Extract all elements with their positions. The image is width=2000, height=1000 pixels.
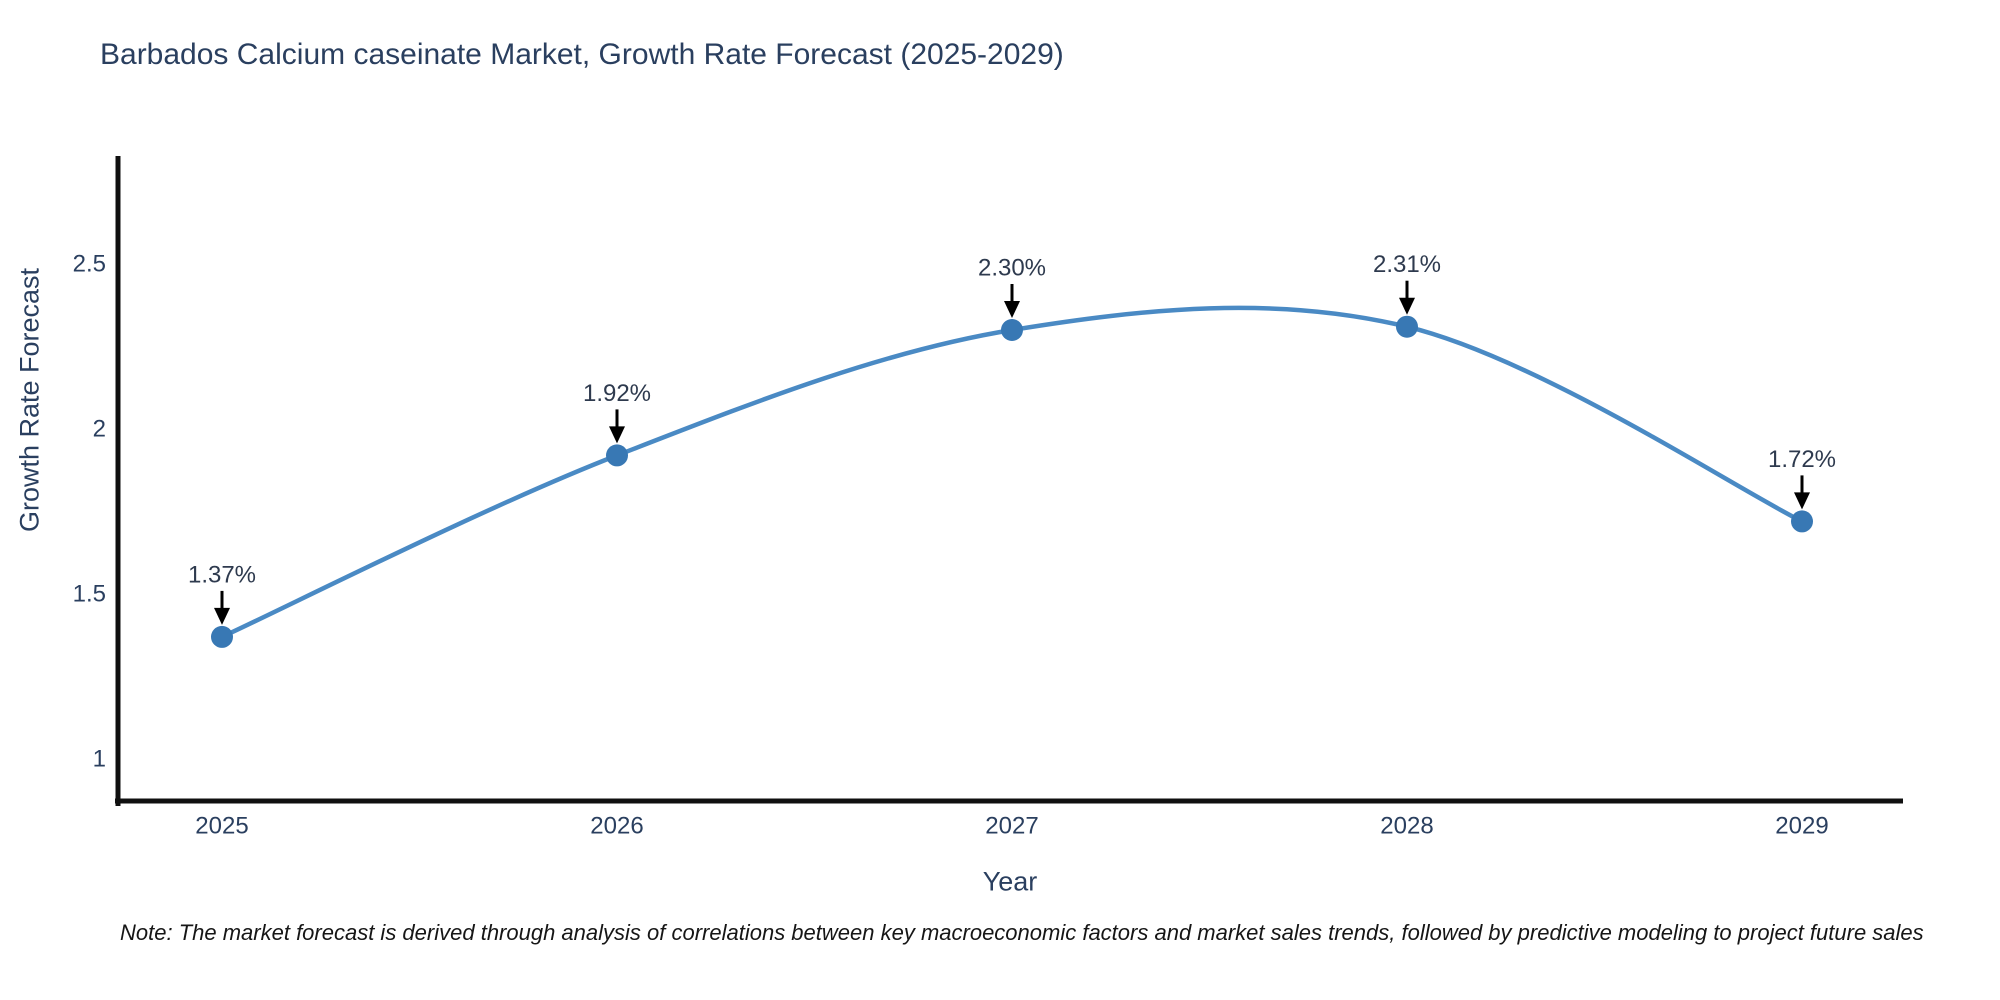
point-value-label: 2.30% bbox=[978, 255, 1046, 282]
data-point-marker[interactable] bbox=[1396, 315, 1418, 338]
x-tick-label: 2028 bbox=[1380, 813, 1433, 840]
annotation-arrowhead bbox=[1399, 297, 1415, 315]
y-axis-title: Growth Rate Forecast bbox=[14, 267, 45, 533]
footnote: Note: The market forecast is derived thr… bbox=[120, 920, 1924, 945]
chart-title: Barbados Calcium caseinate Market, Growt… bbox=[100, 38, 1064, 71]
point-value-label: 1.92% bbox=[583, 380, 651, 407]
y-tick-label: 1 bbox=[93, 746, 106, 773]
annotation-arrowhead bbox=[609, 426, 625, 444]
point-value-label: 1.72% bbox=[1768, 446, 1836, 473]
annotation-arrowhead bbox=[1004, 301, 1020, 318]
data-point-marker[interactable] bbox=[606, 444, 628, 467]
x-tick-label: 2026 bbox=[590, 813, 643, 840]
point-value-label: 2.31% bbox=[1373, 251, 1441, 278]
x-axis-title: Year bbox=[982, 866, 1038, 897]
data-point-marker[interactable] bbox=[211, 625, 233, 648]
x-tick-label: 2025 bbox=[195, 813, 248, 840]
y-tick-label: 2.5 bbox=[73, 251, 106, 278]
y-tick-label: 1.5 bbox=[73, 581, 106, 608]
data-point-marker[interactable] bbox=[1791, 510, 1813, 533]
annotation-arrowhead bbox=[214, 607, 230, 625]
annotation-arrowhead bbox=[1794, 492, 1810, 510]
trend-line bbox=[219, 305, 1805, 640]
y-tick-label: 2 bbox=[93, 416, 106, 443]
data-point-marker[interactable] bbox=[1001, 319, 1023, 341]
point-value-label: 1.37% bbox=[188, 561, 256, 588]
x-tick-label: 2029 bbox=[1775, 813, 1828, 840]
x-tick-label: 2027 bbox=[985, 813, 1038, 840]
